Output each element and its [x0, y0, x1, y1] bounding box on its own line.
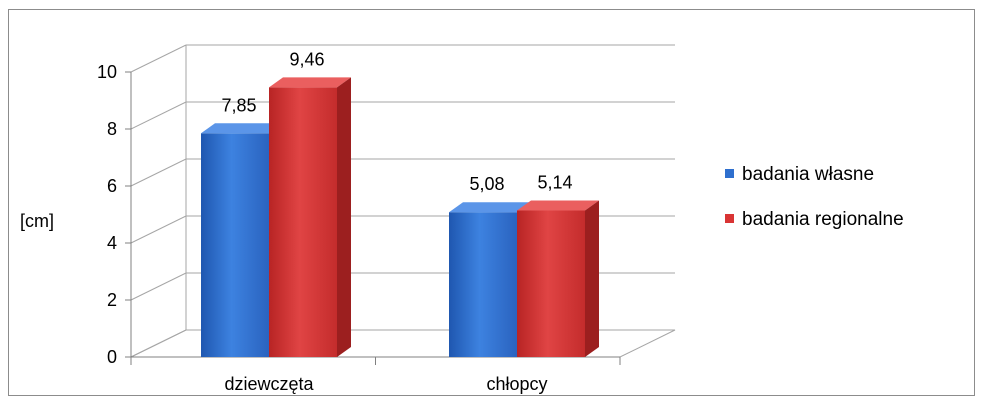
gridline-side	[130, 215, 187, 244]
legend-item: badania własne	[725, 164, 874, 185]
y-tick-label: 2	[107, 290, 117, 310]
bar-top	[517, 200, 599, 211]
bars-layer	[201, 77, 599, 358]
x-category-label: chłopcy	[486, 374, 547, 394]
y-tick-label: 6	[107, 176, 117, 196]
legend: badania własne badania regionalne	[725, 164, 904, 230]
y-axis-title: [cm]	[20, 211, 54, 231]
labels-layer: [cm] 0 2 4 6 8 10 7,85 9,46 dziewczęta 5,08 5,14 ch…	[20, 49, 573, 394]
gridline-side	[130, 101, 187, 130]
legend-label: badania własne	[742, 164, 874, 185]
y-tick-label: 0	[107, 347, 117, 367]
gridline-side	[130, 272, 187, 301]
bar-side	[337, 77, 351, 357]
bar-side	[585, 200, 599, 357]
data-label: 5,14	[537, 173, 572, 193]
bar-front	[269, 87, 337, 357]
y-tick-label: 10	[97, 62, 117, 82]
bar-top	[449, 202, 531, 213]
bar	[269, 77, 351, 357]
gridline-side	[130, 329, 187, 358]
bar-top	[201, 123, 283, 134]
data-label: 5,08	[469, 174, 504, 194]
legend-item: badania regionalne	[725, 209, 904, 230]
legend-label: badania regionalne	[742, 209, 904, 230]
bar-front	[449, 212, 517, 357]
legend-swatch	[725, 169, 734, 178]
bar-front	[201, 133, 269, 357]
data-label: 9,46	[289, 49, 324, 69]
data-label: 7,85	[221, 95, 256, 115]
bar-top	[269, 77, 351, 88]
legend-swatch	[725, 214, 734, 223]
bar-front	[517, 210, 585, 357]
y-tick-label: 4	[107, 233, 117, 253]
gridline-side	[130, 158, 187, 187]
bar	[517, 200, 599, 357]
y-tick-label: 8	[107, 119, 117, 139]
gridline-side	[130, 44, 187, 73]
x-category-label: dziewczęta	[224, 374, 314, 394]
